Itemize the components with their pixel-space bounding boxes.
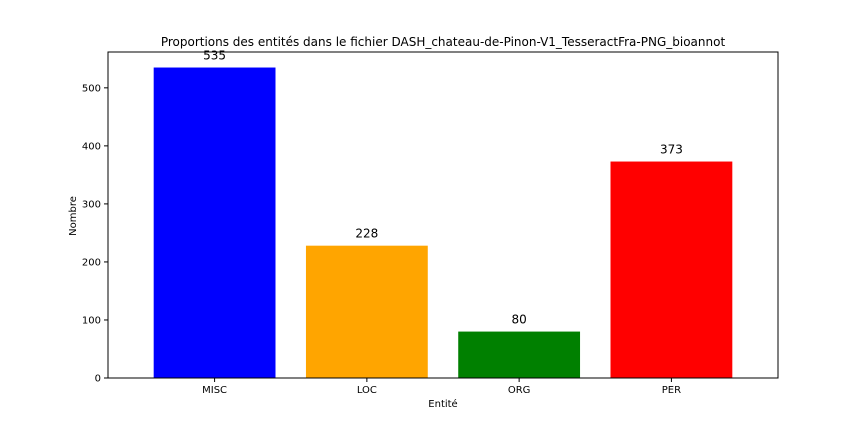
data-label-per: 373 xyxy=(660,143,683,157)
y-tick-label: 400 xyxy=(82,141,101,152)
y-tick-label: 500 xyxy=(82,83,101,94)
bar-per xyxy=(610,161,733,378)
data-label-org: 80 xyxy=(511,313,526,327)
y-tick-label: 0 xyxy=(95,374,101,385)
data-label-misc: 535 xyxy=(203,49,226,63)
data-label-loc: 228 xyxy=(355,227,378,241)
x-tick-label-misc: MISC xyxy=(202,385,227,396)
x-tick-label-loc: LOC xyxy=(357,385,377,396)
y-tick-label: 100 xyxy=(82,315,101,326)
x-axis: MISC LOC ORG PER xyxy=(202,378,681,396)
bar-loc xyxy=(305,245,428,378)
y-axis-label: Nombre xyxy=(68,196,79,236)
bar-org xyxy=(458,331,581,378)
chart-title: Proportions des entités dans le fichier … xyxy=(161,35,726,49)
x-axis-label: Entité xyxy=(428,398,457,410)
data-labels: 535 228 80 373 xyxy=(203,49,683,327)
bars xyxy=(153,67,733,379)
plot-frame xyxy=(107,51,779,379)
y-tick-label: 200 xyxy=(82,257,101,268)
x-tick-label-per: PER xyxy=(662,385,681,396)
y-tick-label: 300 xyxy=(82,199,101,210)
y-axis: 0 100 200 300 400 500 xyxy=(82,83,108,385)
bar-misc xyxy=(153,67,276,379)
x-tick-label-org: ORG xyxy=(508,385,531,396)
